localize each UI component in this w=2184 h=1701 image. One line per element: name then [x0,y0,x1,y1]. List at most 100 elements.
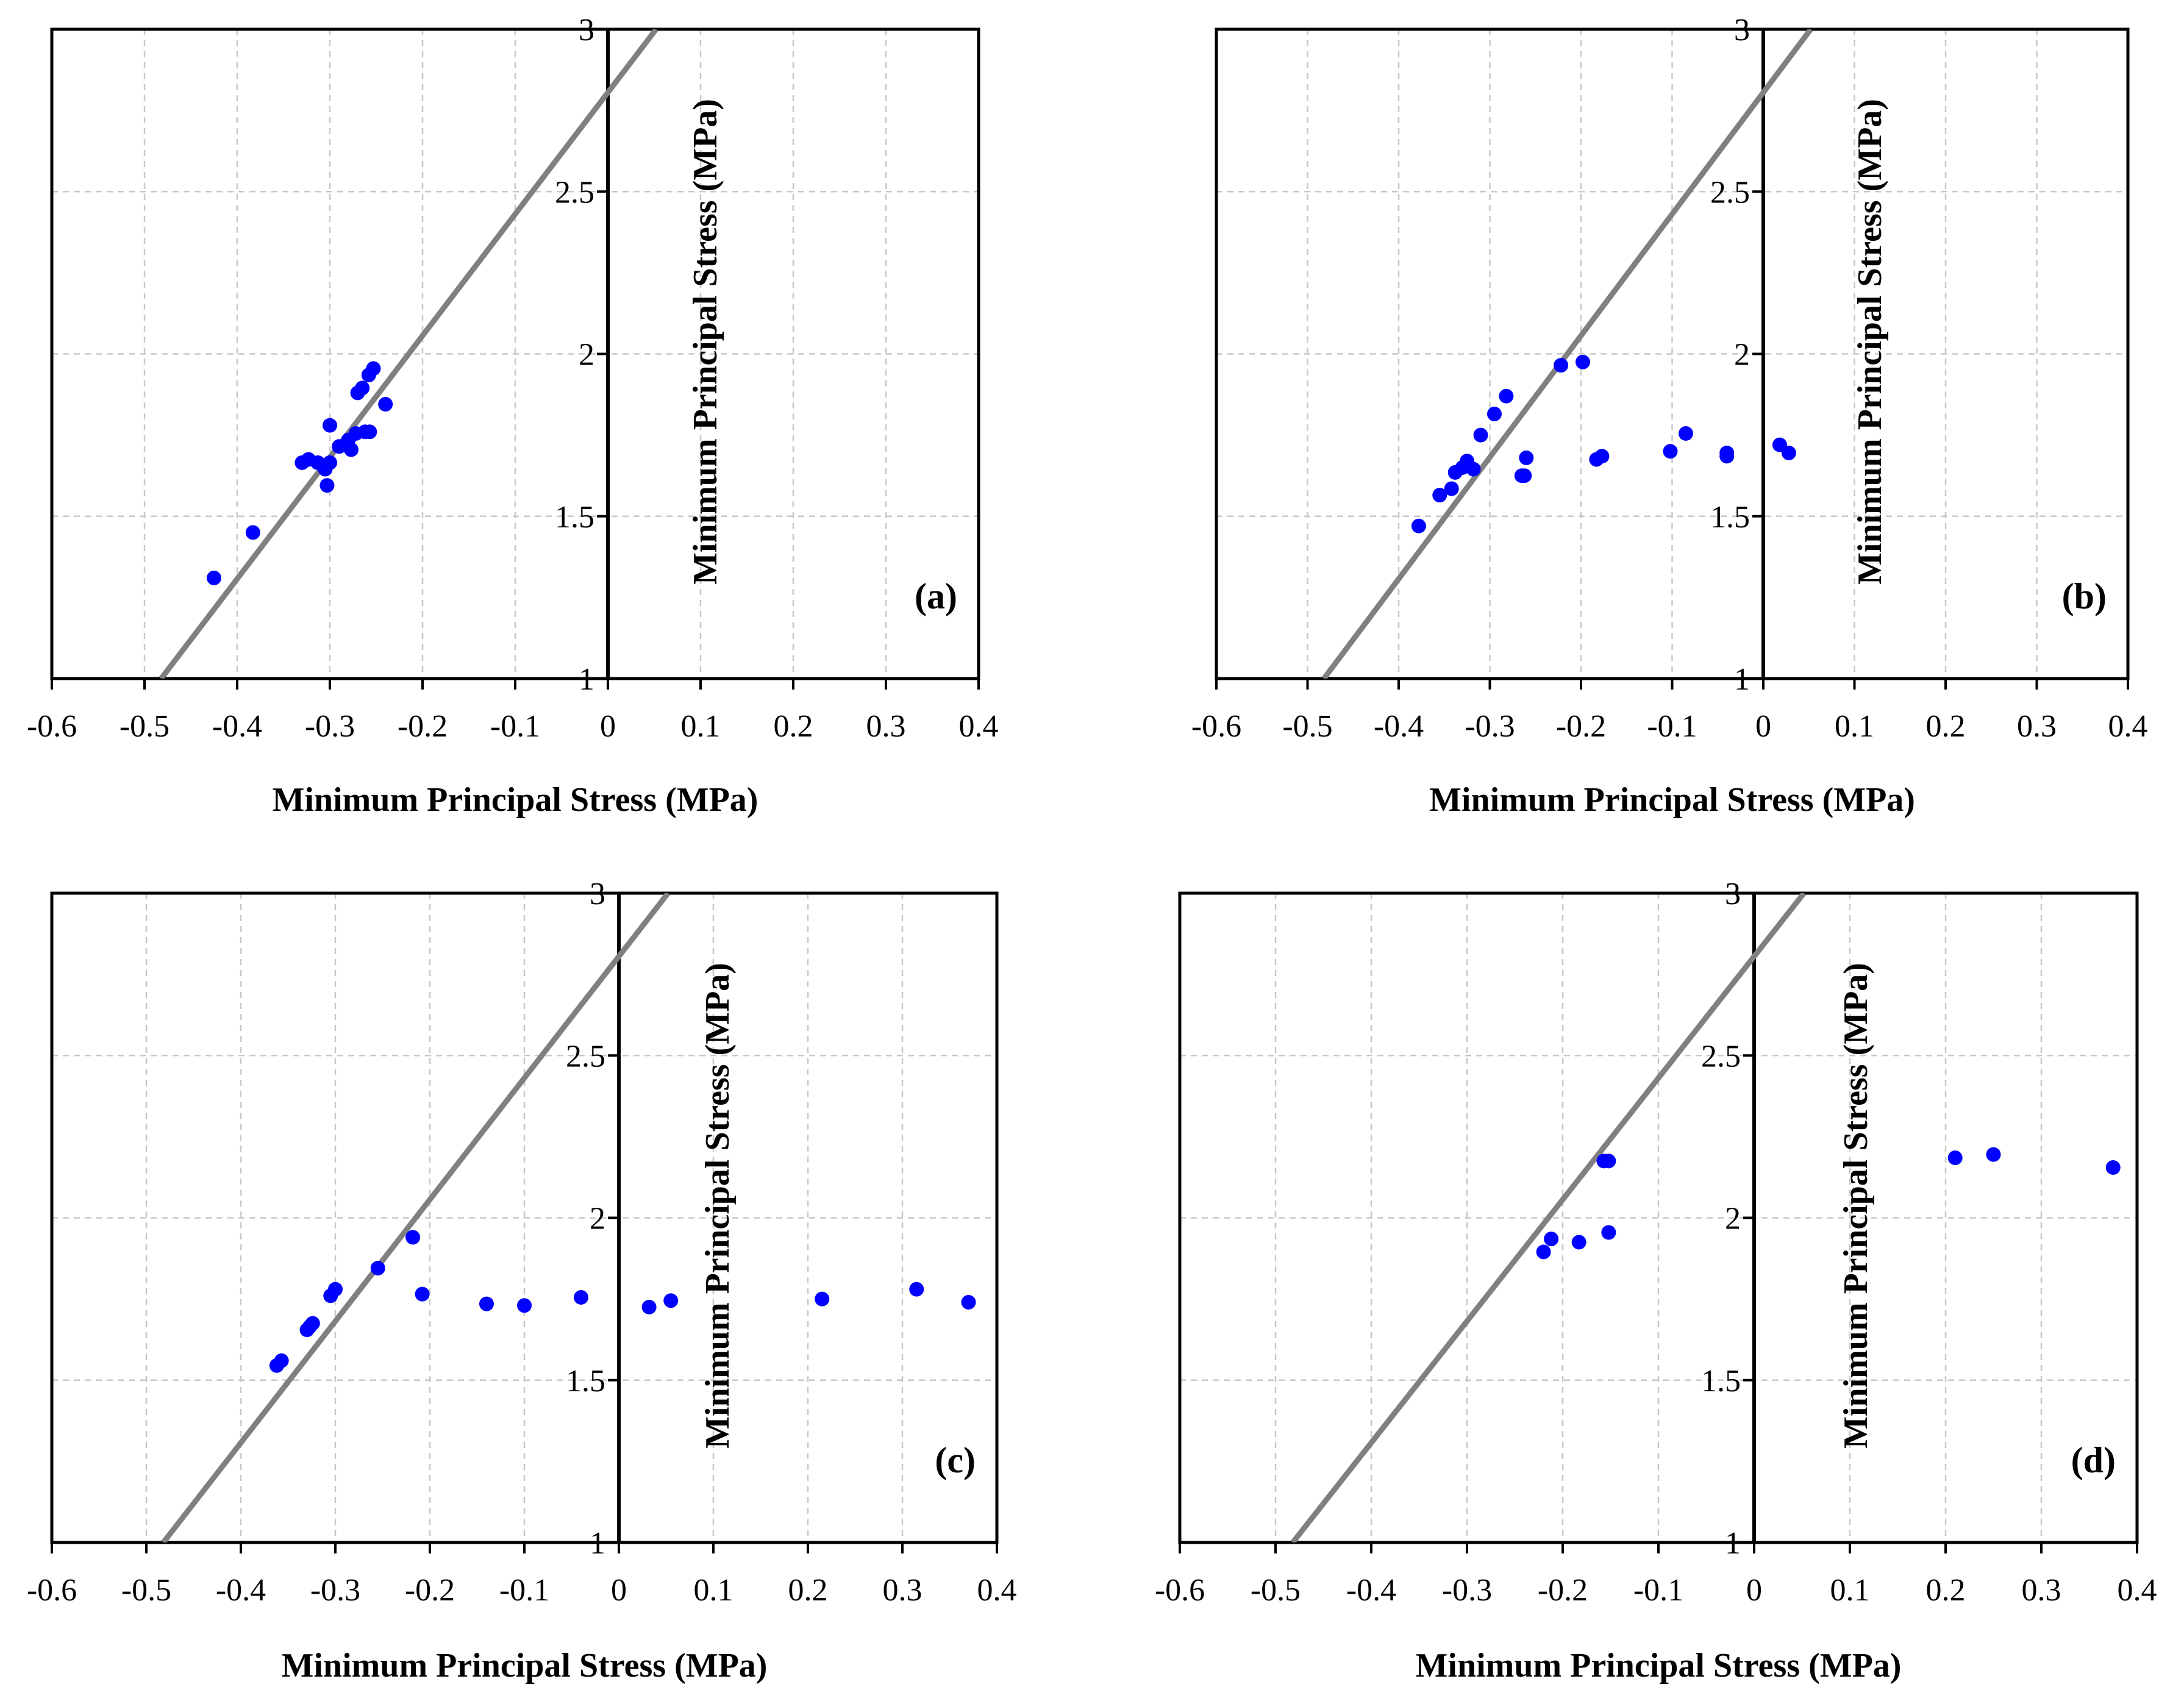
data-point [1663,444,1678,459]
data-point [207,570,221,585]
data-point [362,424,377,440]
data-point [328,1282,343,1297]
data-point [2105,1160,2121,1175]
panel-label: (c) [935,1440,976,1480]
x-tick-label: -0.2 [1538,1573,1588,1608]
x-tick-label: -0.3 [1442,1573,1492,1608]
data-point [378,397,393,412]
x-tick-label: -0.4 [1374,709,1424,744]
data-point [479,1296,494,1311]
plot-area [1290,893,2121,1542]
plot-area [159,29,658,679]
y-tick-label: 1.5 [1710,500,1750,535]
x-tick-label: 0.1 [1830,1573,1870,1608]
x-tick-label: -0.6 [27,709,77,744]
scatter-panel-3: -0.6 -0.5 -0.4 -0.3 -0.2 -0.1 0 0.1 0.2 0.3 0.4 1 1.… [27,877,1017,1685]
x-tick-label: 0.2 [1926,1573,1966,1608]
x-tick-label: 0.2 [774,709,813,744]
data-point [961,1294,976,1310]
y-tick-label: 3 [1725,877,1741,911]
data-point [1444,481,1459,496]
x-tick-label: -0.2 [1556,709,1606,744]
x-tick-label: 0.1 [681,709,721,744]
data-point [1432,488,1447,503]
x-axis-title: Minimum Principal Stress (MPa) [1429,781,1915,819]
x-tick-label: -0.6 [27,1573,77,1608]
plot-area [1321,29,1813,679]
data-point [1947,1150,1963,1165]
scatter-panel-1: -0.6 -0.5 -0.4 -0.3 -0.2 -0.1 0 0.1 0.2 0.3 0.4 1 1.… [27,13,999,819]
y-tick-label: 2.5 [566,1039,605,1074]
data-point [1536,1244,1551,1260]
panel-label: (b) [2062,576,2107,616]
data-point [366,361,381,376]
y-tick-label: 1.5 [555,500,594,535]
x-tick-label: -0.3 [310,1573,360,1608]
data-point [1517,468,1532,483]
x-axis-title: Minimum Principal Stress (MPa) [282,1647,768,1685]
x-tick-label: -0.4 [1346,1573,1396,1608]
y-tick-label: 2.5 [1710,175,1750,210]
data-point [1601,1225,1616,1240]
data-point [815,1291,830,1307]
data-point [641,1299,657,1314]
data-point [517,1298,532,1313]
x-tick-label: -0.3 [305,709,355,744]
x-tick-label: 0.2 [788,1573,828,1608]
x-tick-label: 0.3 [2017,709,2057,744]
failure-envelope-line [159,29,658,679]
y-tick-label: 2.5 [1701,1039,1741,1074]
scatter-panel-2: -0.6 -0.5 -0.4 -0.3 -0.2 -0.1 0 0.1 0.2 0.3 0.4 1 1.… [1191,13,2148,819]
x-tick-label: 0 [611,1573,627,1608]
y-tick-label: 2 [590,1202,605,1236]
y-tick-label: 1 [579,662,594,697]
x-tick-label: -0.4 [212,709,262,744]
data-point [305,1316,320,1331]
y-axis-title: Minimum Principal Stress (MPa) [1837,963,1875,1449]
x-tick-label: -0.2 [398,709,448,744]
data-point [1519,450,1534,465]
data-point [909,1282,924,1297]
data-point [319,478,335,493]
x-tick-label: 0.3 [866,709,906,744]
y-tick-label: 3 [1734,13,1750,48]
data-point [1601,1154,1616,1169]
failure-envelope-line [1321,29,1813,679]
failure-envelope-line [161,893,671,1542]
data-point [574,1289,588,1305]
plot-area [161,893,976,1542]
data-point [1719,445,1735,460]
x-tick-label: -0.2 [405,1573,455,1608]
data-point [323,455,337,470]
x-tick-label: -0.4 [216,1573,266,1608]
x-tick-label: -0.5 [120,709,170,744]
data-point [343,442,359,457]
data-point [1594,449,1610,464]
x-tick-label: 0.3 [2022,1573,2061,1608]
panel-label: (d) [2071,1440,2116,1480]
x-tick-label: -0.5 [1251,1573,1301,1608]
x-tick-label: 0.1 [1835,709,1874,744]
data-point [1678,426,1693,441]
data-point [1571,1235,1586,1250]
x-tick-label: 0.4 [959,709,999,744]
x-tick-label: 0 [1755,709,1771,744]
y-tick-label: 2 [1734,338,1750,373]
data-point [1466,462,1481,477]
x-tick-label: -0.6 [1191,709,1241,744]
y-tick-label: 1.5 [566,1364,605,1399]
data-point [1575,354,1590,369]
y-tick-label: 3 [590,877,605,911]
scatter-panel-4: -0.6 -0.5 -0.4 -0.3 -0.2 -0.1 0 0.1 0.2 0.3 0.4 1 1.… [1155,877,2157,1685]
failure-envelope-line [1290,893,1807,1542]
x-tick-label: 0 [1746,1573,1762,1608]
data-point [1554,358,1569,373]
x-tick-label: -0.6 [1155,1573,1205,1608]
y-tick-label: 1.5 [1701,1364,1741,1399]
x-tick-label: -0.1 [499,1573,549,1608]
data-point [1486,407,1502,422]
x-tick-label: 0.4 [2108,709,2148,744]
data-point [1544,1232,1559,1247]
y-tick-label: 1 [1725,1526,1741,1561]
